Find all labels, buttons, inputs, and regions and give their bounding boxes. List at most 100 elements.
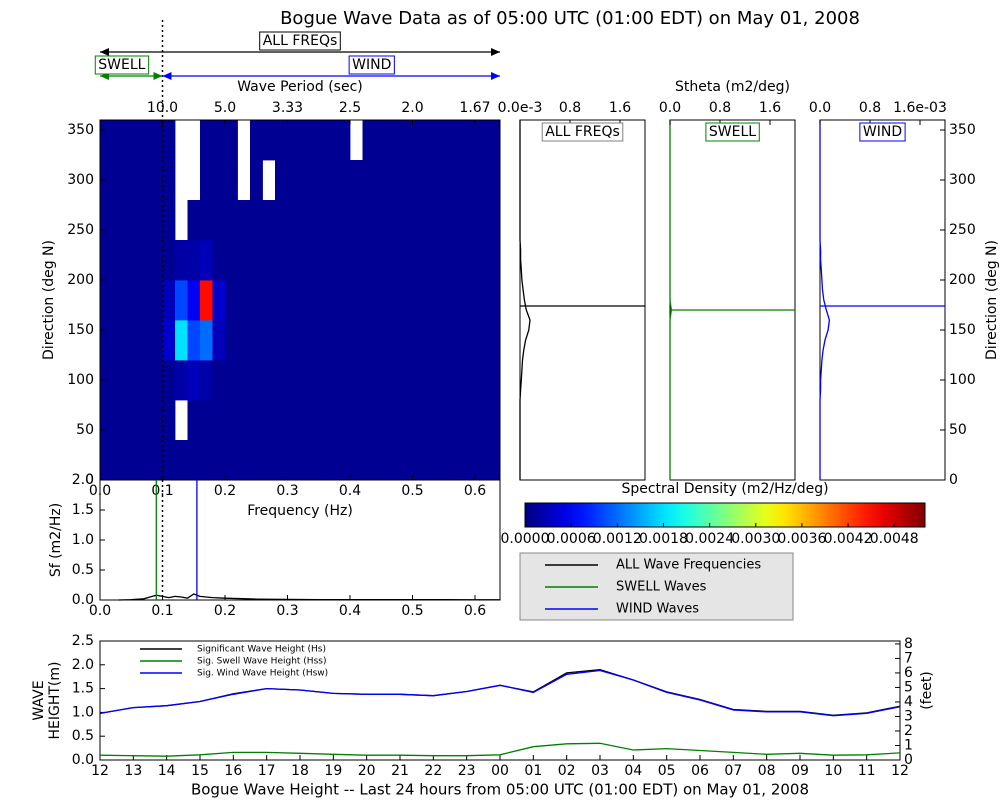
heatmap-cell <box>462 120 476 161</box>
heatmap-cell <box>325 400 338 441</box>
heatmap-cell <box>375 440 388 481</box>
x-tick-label: 0.1 <box>151 603 173 619</box>
heatmap-cell <box>187 240 201 281</box>
x-tick-label: 12 <box>891 763 909 779</box>
heatmap-cell <box>250 160 263 201</box>
x-tick-label: 0.8 <box>859 100 881 116</box>
label-box <box>859 122 906 142</box>
heatmap-cell <box>350 160 363 201</box>
heatmap-cell <box>125 400 138 441</box>
heatmap-cell <box>300 440 313 481</box>
x-tick-label: 18 <box>291 763 309 779</box>
heatmap-cell <box>162 440 176 481</box>
heatmap-cell <box>137 280 151 321</box>
heatmap-cell <box>425 400 438 441</box>
heatmap-cell <box>362 200 376 241</box>
heatmap-cell <box>337 360 351 401</box>
x-tick-label: 0.4 <box>339 483 361 499</box>
heatmap-cell <box>312 400 326 441</box>
heatmap-cell <box>337 240 351 281</box>
x-tick-label: 0.4 <box>339 603 361 619</box>
x-tick-label: 11 <box>858 763 876 779</box>
heatmap-cell <box>350 200 363 241</box>
heatmap-cell <box>212 200 226 241</box>
heatmap-cell <box>187 360 201 401</box>
x-tick-label: 10 <box>824 763 842 779</box>
heatmap-cell <box>325 440 338 481</box>
heatmap-cell <box>112 240 126 281</box>
heatmap-cell <box>375 240 388 281</box>
heatmap-cell <box>450 160 463 201</box>
x-tick-label: 0.2 <box>214 483 236 499</box>
heatmap-cell <box>287 360 301 401</box>
y-axis-label: Sf (m2/Hz) <box>48 503 64 577</box>
heatmap-cell <box>125 320 138 361</box>
colorbar-tick-label: 0.0024 <box>685 531 734 547</box>
heatmap-cell <box>150 320 163 361</box>
heatmap-cell <box>375 120 388 161</box>
colorbar-tick-label: 0.0042 <box>824 531 873 547</box>
heatmap-cell <box>275 120 288 161</box>
x-axis-label: Stheta (m2/deg) <box>675 79 790 95</box>
heatmap-cell <box>475 200 488 241</box>
heatmap-cell <box>387 400 401 441</box>
x-axis-label: Frequency (Hz) <box>247 503 353 519</box>
y-tick-label: 150 <box>949 322 976 338</box>
x-tick-label: 0.5 <box>401 483 423 499</box>
y-tick-label: 50 <box>76 422 94 438</box>
heatmap-cell <box>437 160 451 201</box>
heatmap-cell <box>400 280 413 321</box>
heatmap-cell <box>237 400 251 441</box>
x-tick-label: 13 <box>124 763 142 779</box>
heatmap-cell <box>312 320 326 361</box>
heatmap-cell <box>262 400 276 441</box>
heatmap-cell <box>125 200 138 241</box>
heatmap-cell <box>150 440 163 481</box>
y2-tick-label: 6 <box>904 665 913 681</box>
arrow-head <box>153 72 163 80</box>
arrow-head <box>162 72 172 80</box>
y-axis-label: WAVE <box>31 680 47 720</box>
heatmap-cell <box>425 320 438 361</box>
heatmap-cell <box>400 120 413 161</box>
heatmap-cell <box>212 400 226 441</box>
x-tick-label: 01 <box>524 763 542 779</box>
x2-tick-label: 2.5 <box>339 100 361 116</box>
heatmap-cell <box>475 440 488 481</box>
heatmap-cell <box>175 440 188 481</box>
x-tick-label: 09 <box>791 763 809 779</box>
heatmap-cell <box>425 240 438 281</box>
x-tick-label: 07 <box>724 763 742 779</box>
series-line <box>99 742 901 757</box>
heatmap-cell <box>212 320 226 361</box>
heatmap-cell <box>462 280 476 321</box>
heatmap-cell <box>362 160 376 201</box>
heatmap-cell <box>300 200 313 241</box>
heatmap-cell <box>462 400 476 441</box>
heatmap-cell <box>175 240 188 281</box>
heatmap-cell <box>350 440 363 481</box>
heatmap-cell <box>100 360 113 401</box>
legend-label: ALL Wave Frequencies <box>616 558 761 573</box>
spectrum-line <box>118 593 500 601</box>
heatmap-cell <box>337 160 351 201</box>
heatmap-cell <box>462 160 476 201</box>
heatmap-cell <box>100 120 113 161</box>
heatmap-cell <box>150 200 163 241</box>
heatmap-cell <box>312 120 326 161</box>
figure-title: Bogue Wave Data as of 05:00 UTC (01:00 E… <box>280 8 860 29</box>
legend-label: Significant Wave Height (Hs) <box>197 645 326 655</box>
x-tick-label: 0.8 <box>709 100 731 116</box>
heatmap-cell <box>412 200 426 241</box>
heatmap-cell <box>437 320 451 361</box>
heatmap-cell <box>237 200 251 241</box>
heatmap-cell <box>375 320 388 361</box>
y-tick-label: 200 <box>949 272 976 288</box>
heatmap-cell <box>412 240 426 281</box>
heatmap-cell <box>250 120 263 161</box>
heatmap-cell <box>300 360 313 401</box>
y-tick-label: 0.5 <box>72 728 94 744</box>
x-tick-label: 0.3 <box>276 483 298 499</box>
heatmap-cell <box>112 200 126 241</box>
heatmap-cell <box>212 280 226 321</box>
